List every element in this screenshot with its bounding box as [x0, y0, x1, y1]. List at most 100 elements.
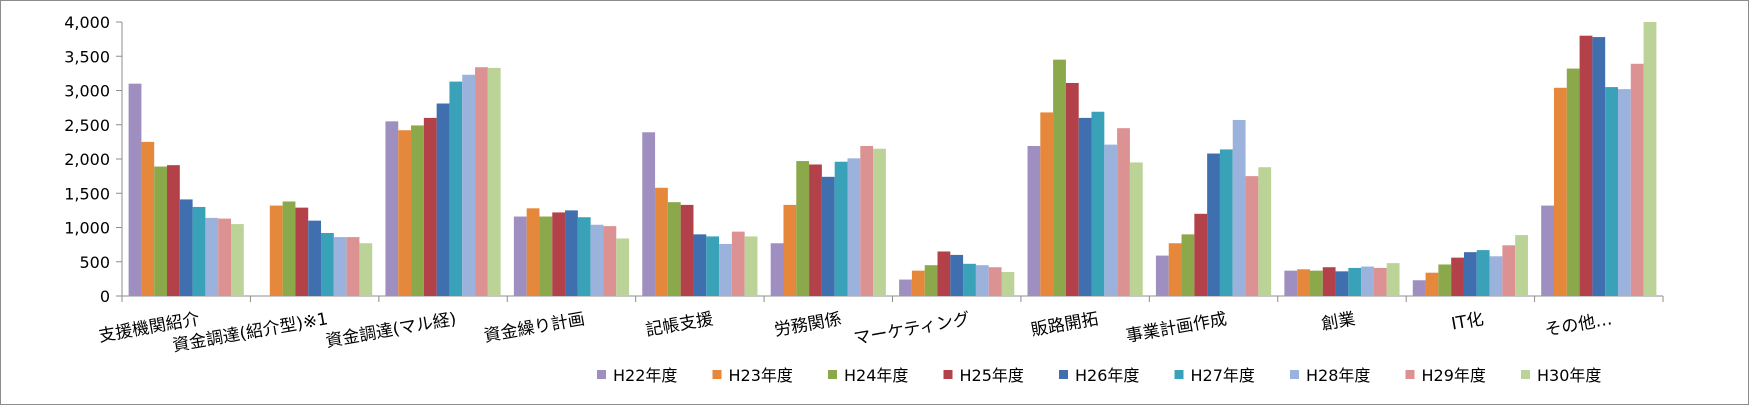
bar: [1284, 270, 1298, 296]
bar: [1438, 264, 1452, 296]
bar: [1541, 205, 1554, 296]
bar: [269, 205, 283, 296]
bar: [963, 263, 976, 296]
bar: [385, 121, 399, 296]
bar: [295, 207, 309, 296]
legend-item: H22年度: [597, 366, 677, 385]
y-tick-label: 2,500: [64, 116, 110, 135]
bar: [1515, 235, 1528, 296]
bar: [834, 161, 848, 296]
legend-swatch: [1059, 370, 1068, 379]
bar: [655, 187, 668, 296]
x-category-label: その他…: [1543, 309, 1613, 341]
legend-swatch: [1290, 370, 1299, 379]
x-category-label: マーケティング: [852, 309, 971, 349]
legend-item: H30年度: [1521, 366, 1601, 385]
y-tick-label: 500: [79, 253, 110, 272]
bar: [1155, 255, 1169, 296]
bar: [1181, 234, 1195, 296]
bar: [783, 204, 797, 296]
bar: [1001, 272, 1015, 296]
bar: [1566, 68, 1580, 296]
bar: [1245, 176, 1259, 297]
bar: [1592, 37, 1606, 296]
bar: [308, 220, 322, 296]
x-category-label: 販路開拓: [1030, 309, 1100, 341]
bar: [1617, 89, 1631, 296]
legend-item: H26年度: [1059, 366, 1139, 385]
bar: [218, 218, 232, 296]
bar: [167, 165, 180, 296]
legend-item: H29年度: [1405, 366, 1486, 385]
bar: [539, 216, 553, 296]
bar: [1168, 243, 1182, 296]
bar: [128, 83, 142, 297]
bar: [642, 132, 656, 296]
bar: [1065, 82, 1079, 296]
bar: [179, 199, 193, 296]
bar: [1297, 269, 1310, 296]
bar: [1386, 263, 1400, 296]
bar: [950, 254, 964, 296]
legend-swatch: [597, 370, 606, 379]
axes: [116, 21, 1664, 302]
y-tick-label: 4,000: [64, 13, 110, 32]
bar: [1489, 256, 1503, 296]
x-category-label: 事業計画作成: [1124, 309, 1228, 346]
y-tick-label: 2,000: [64, 150, 110, 169]
bar: [1129, 162, 1143, 296]
bar: [731, 231, 745, 296]
bar: [770, 243, 784, 296]
bar: [436, 103, 450, 296]
bar: [924, 265, 938, 296]
bar: [744, 236, 758, 296]
y-tick-label: 1,500: [64, 184, 110, 203]
bar: [1194, 213, 1208, 296]
bar: [359, 243, 373, 296]
bar: [590, 224, 604, 296]
bar: [321, 232, 334, 296]
bar: [1348, 267, 1362, 296]
bar: [1463, 252, 1477, 296]
bar: [1078, 117, 1092, 297]
y-tick-label: 3,500: [64, 47, 110, 66]
legend-item: H23年度: [712, 366, 793, 385]
bar: [346, 237, 360, 296]
bar: [1412, 280, 1426, 296]
y-tick-label: 1,000: [64, 219, 110, 238]
bar: [847, 158, 861, 296]
bar: [796, 161, 810, 296]
bar: [809, 164, 822, 296]
bar: [899, 279, 912, 296]
bar: [860, 145, 874, 296]
bar: [1207, 153, 1220, 296]
bar: [1053, 59, 1066, 296]
bar: [1425, 272, 1439, 296]
legend-label: H24年度: [844, 366, 908, 385]
bar: [603, 226, 617, 296]
legend: H22年度 H23年度 H24年度 H25年度 H26年度 H27年度 H28年度 H29年度…: [597, 366, 1601, 385]
bar: [1643, 22, 1657, 296]
bar: [1117, 128, 1130, 296]
legend-item: H28年度: [1290, 366, 1370, 385]
bar: [411, 125, 424, 297]
bar: [873, 148, 886, 296]
x-category-label: 資金繰り計画: [482, 309, 586, 346]
bar: [552, 212, 566, 296]
bar: [1322, 267, 1336, 296]
legend-swatch: [1521, 370, 1530, 379]
bar: [1258, 167, 1272, 296]
bar: [1104, 144, 1118, 296]
legend-item: H24年度: [828, 366, 908, 385]
bar: [911, 270, 925, 296]
legend-label: H28年度: [1306, 366, 1370, 385]
bar: [1451, 257, 1464, 296]
legend-swatch: [1174, 370, 1184, 379]
bar: [693, 234, 707, 296]
bar: [616, 238, 630, 296]
legend-label: H30年度: [1537, 366, 1601, 385]
bar: [975, 265, 989, 296]
bar: [1630, 63, 1644, 296]
bar: [154, 166, 168, 296]
bar: [565, 210, 578, 297]
